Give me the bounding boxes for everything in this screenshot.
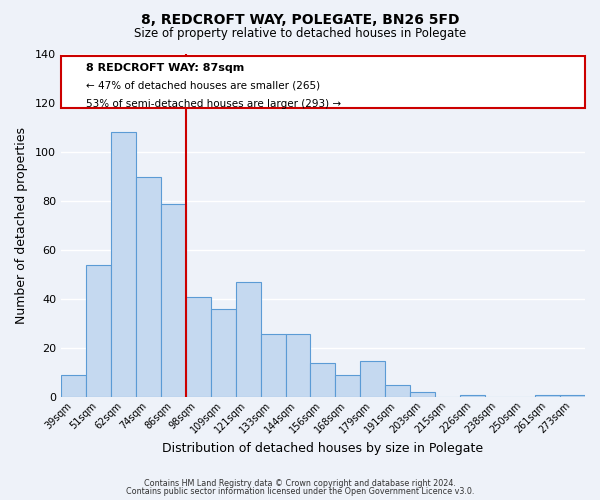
Text: Size of property relative to detached houses in Polegate: Size of property relative to detached ho… — [134, 28, 466, 40]
Bar — [260, 334, 286, 398]
Bar — [460, 395, 485, 398]
Bar — [361, 360, 385, 398]
Bar — [535, 395, 560, 398]
Bar — [161, 204, 186, 398]
Bar — [136, 176, 161, 398]
Bar — [410, 392, 435, 398]
FancyBboxPatch shape — [61, 56, 585, 108]
Bar — [86, 265, 111, 398]
Text: 8, REDCROFT WAY, POLEGATE, BN26 5FD: 8, REDCROFT WAY, POLEGATE, BN26 5FD — [141, 12, 459, 26]
Bar — [186, 297, 211, 398]
Bar — [236, 282, 260, 398]
Y-axis label: Number of detached properties: Number of detached properties — [15, 127, 28, 324]
Bar — [560, 395, 585, 398]
Bar — [211, 309, 236, 398]
Text: ← 47% of detached houses are smaller (265): ← 47% of detached houses are smaller (26… — [86, 81, 320, 91]
Bar — [335, 376, 361, 398]
X-axis label: Distribution of detached houses by size in Polegate: Distribution of detached houses by size … — [163, 442, 484, 455]
Bar — [61, 376, 86, 398]
Text: Contains HM Land Registry data © Crown copyright and database right 2024.: Contains HM Land Registry data © Crown c… — [144, 478, 456, 488]
Text: Contains public sector information licensed under the Open Government Licence v3: Contains public sector information licen… — [126, 487, 474, 496]
Text: 53% of semi-detached houses are larger (293) →: 53% of semi-detached houses are larger (… — [86, 100, 341, 110]
Bar — [286, 334, 310, 398]
Bar — [385, 385, 410, 398]
Text: 8 REDCROFT WAY: 87sqm: 8 REDCROFT WAY: 87sqm — [86, 62, 244, 72]
Bar — [111, 132, 136, 398]
Bar — [310, 363, 335, 398]
